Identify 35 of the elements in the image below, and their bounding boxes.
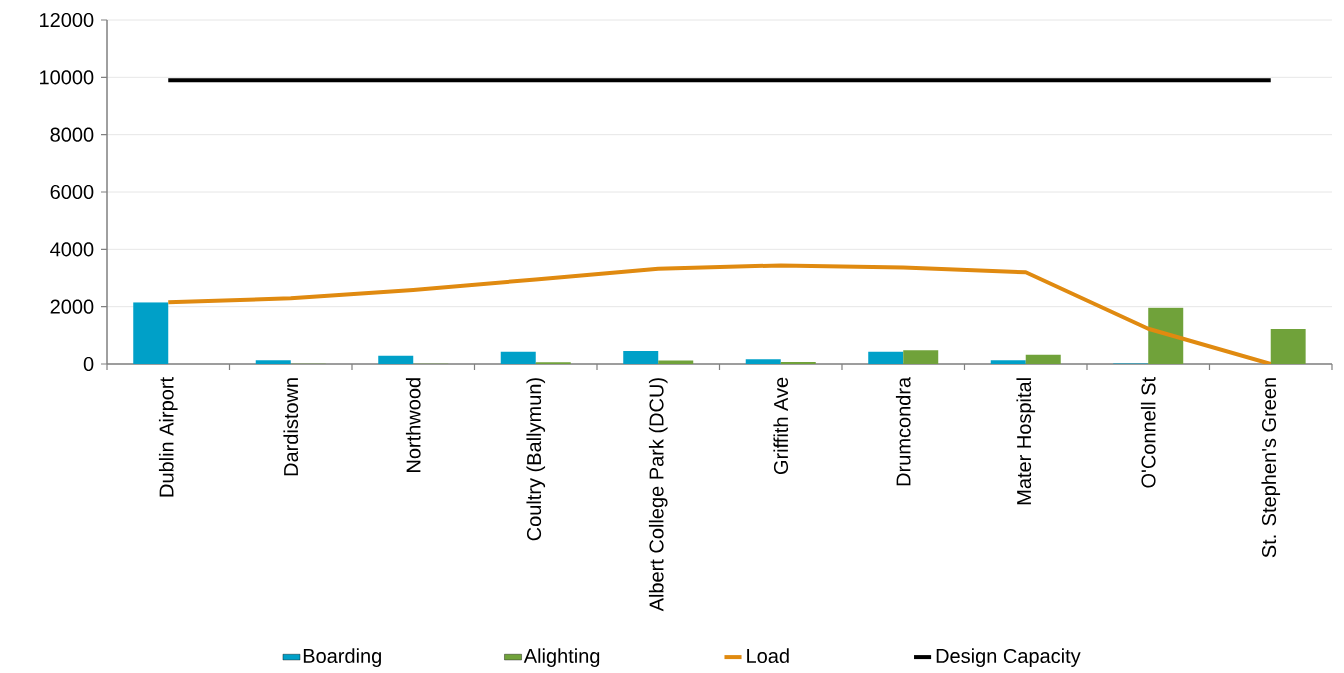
bar [500,351,536,364]
bar [1270,329,1306,364]
x-tick-label: Dardistown [283,378,299,476]
bar [780,361,816,364]
y-tick-label: 2000 [50,299,94,314]
x-tick-label: Northwood [405,378,421,472]
x-tick-label: Drumcondra [895,376,911,486]
bar [378,355,414,364]
bar [868,351,904,364]
legend-label: Alighting [523,648,600,667]
y-tick-label: 10000 [40,70,94,85]
x-tick-label: Mater Hospital [1016,378,1036,505]
y-tick-label: 4000 [50,242,94,257]
bar [623,351,659,364]
x-tick-label: St. Stephen's Green [1261,378,1281,558]
legend-label: Boarding [303,648,381,667]
legend-label: Load [747,648,789,664]
x-tick-label: Dublin Airport [158,377,178,497]
line-series [166,263,1273,364]
y-tick-label: 8000 [50,127,94,142]
y-tick-label: 0 [83,356,94,372]
x-tick-label: Griffith Ave [773,377,789,475]
bar [990,360,1026,364]
bar [903,350,939,364]
y-tick-label: 6000 [50,184,94,200]
bar [1148,307,1184,364]
x-tick-label: Albert College Park (DCU) [648,378,668,612]
x-tick-label: O'Connell St [1140,377,1156,488]
x-tick-label: Coultry (Ballymun) [526,378,546,541]
bar [1025,354,1061,364]
y-tick-label: 12000 [40,12,94,28]
bar [745,359,781,364]
legend-label: Design Capacity [936,648,1081,667]
bar [133,302,169,364]
bar [255,360,291,364]
